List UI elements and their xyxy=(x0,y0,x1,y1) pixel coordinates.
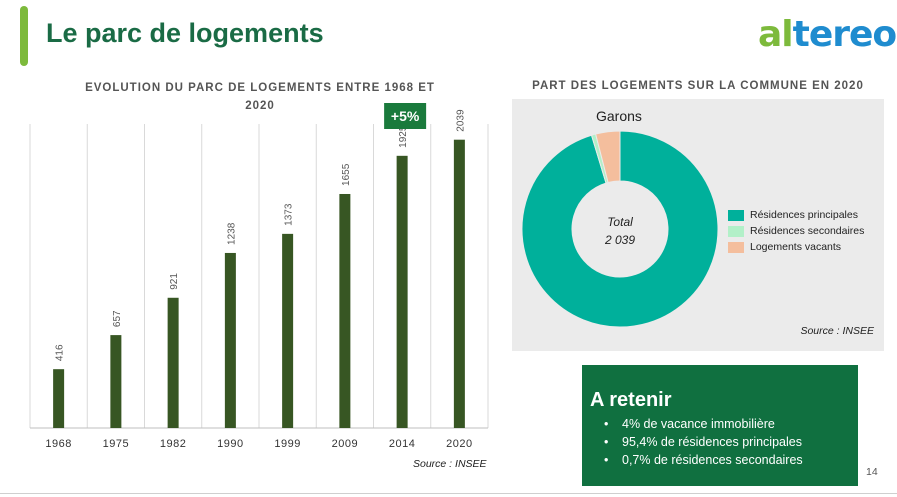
x-tick-label: 1999 xyxy=(274,438,300,450)
bar-chart-source: Source : INSEE xyxy=(413,458,487,470)
growth-badge xyxy=(384,103,427,129)
key-takeaway-item: 95,4% de résidences principales xyxy=(604,433,803,451)
legend-label: Résidences secondaires xyxy=(750,225,865,237)
bar xyxy=(339,193,351,428)
bar-value-label: 1655 xyxy=(341,163,352,186)
x-tick-label: 1968 xyxy=(45,438,71,450)
bar xyxy=(396,155,408,428)
bar xyxy=(282,233,294,428)
pie-chart-panel: Garons Total 2 039 Résidences principale… xyxy=(512,99,884,351)
pie-chart-place-name: Garons xyxy=(596,108,642,124)
key-takeaways-list: 4% de vacance immobilière 95,4% de résid… xyxy=(604,415,803,469)
x-tick-label: 2014 xyxy=(389,438,415,450)
growth-badge-label: +5% xyxy=(391,108,420,124)
altereo-logo: altereo xyxy=(758,14,897,55)
key-takeaway-item: 4% de vacance immobilière xyxy=(604,415,803,433)
legend-label: Logements vacants xyxy=(750,241,842,253)
bar-value-label: 416 xyxy=(55,344,66,361)
x-tick-label: 1990 xyxy=(217,438,243,450)
page-number: 14 xyxy=(866,466,878,478)
legend-item: Résidences secondaires xyxy=(728,223,864,239)
bar xyxy=(224,252,236,428)
legend-swatch xyxy=(728,225,744,237)
footer-divider xyxy=(0,493,897,494)
legend-swatch xyxy=(728,241,744,253)
bar-chart-title: EVOLUTION DU PARC DE LOGEMENTS ENTRE 196… xyxy=(85,82,435,112)
total-label: Total xyxy=(607,215,633,229)
donut-center-total: Total 2 039 xyxy=(580,213,660,249)
bar-chart: 416 1968 657 1975 921 1982 1238 1990 1373 1999 165… xyxy=(29,103,489,450)
title-accent-bar xyxy=(20,6,28,66)
legend-label: Résidences principales xyxy=(750,209,858,221)
key-takeaways-box: A retenir 4% de vacance immobilière 95,4… xyxy=(582,365,858,486)
legend-item: Logements vacants xyxy=(728,239,864,255)
bar-value-label: 1925 xyxy=(398,125,409,148)
bar-value-label: 657 xyxy=(112,310,123,327)
bar-value-label: 2039 xyxy=(455,109,466,132)
legend-item: Résidences principales xyxy=(728,207,864,223)
key-takeaways-title: A retenir xyxy=(590,389,672,411)
x-tick-label: 1982 xyxy=(160,438,186,450)
donut-hole xyxy=(572,181,668,277)
bar-value-label: 921 xyxy=(169,273,180,290)
bar-value-label: 1238 xyxy=(226,222,237,245)
x-tick-label: 2009 xyxy=(332,438,358,450)
key-takeaway-item: 0,7% de résidences secondaires xyxy=(604,451,803,469)
bar-value-label: 1373 xyxy=(284,203,295,226)
bar xyxy=(167,297,179,428)
total-value: 2 039 xyxy=(604,233,636,247)
donut-chart xyxy=(521,130,719,328)
bar xyxy=(110,335,122,428)
pie-chart-source: Source : INSEE xyxy=(800,325,874,337)
bar xyxy=(453,139,465,428)
page-title: Le parc de logements xyxy=(46,18,324,48)
x-tick-label: 2020 xyxy=(446,438,472,450)
bar xyxy=(53,369,65,428)
pie-chart-title: PART DES LOGEMENTS SUR LA COMMUNE EN 202… xyxy=(532,80,864,92)
legend-swatch xyxy=(728,209,744,221)
pie-legend: Résidences principales Résidences seconda… xyxy=(728,207,864,255)
x-tick-label: 1975 xyxy=(103,438,129,450)
